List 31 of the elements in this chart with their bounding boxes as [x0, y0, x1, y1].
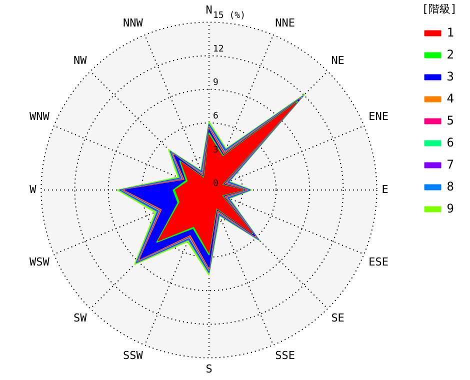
legend-label: 6: [446, 135, 454, 150]
y-tick-label: 12: [213, 44, 224, 55]
spoke-label: SE: [331, 312, 344, 325]
spoke-label: NNE: [275, 16, 296, 30]
legend-label: 4: [446, 91, 454, 106]
legend-label: 5: [446, 113, 454, 128]
legend-label: 3: [446, 69, 454, 84]
spoke-label: N: [206, 3, 212, 16]
spoke-label: ENE: [368, 110, 389, 124]
y-tick-label: 15 (%): [213, 11, 246, 22]
y-tick-label: 3: [213, 145, 218, 156]
spoke-label: SSE: [275, 349, 296, 362]
spoke-label: SSW: [122, 349, 144, 362]
spoke-label: SW: [74, 312, 88, 325]
spoke-label: S: [206, 362, 212, 376]
spoke-label: NW: [74, 54, 88, 68]
legend-label: 8: [446, 179, 454, 194]
spoke-label: ESE: [368, 256, 389, 269]
spoke-label: NNW: [122, 16, 144, 30]
spoke-label: NE: [331, 54, 344, 68]
spoke-label: WNW: [29, 110, 50, 124]
y-tick-label: 0: [213, 178, 218, 189]
spoke-label: W: [30, 182, 37, 196]
y-tick-label: 9: [213, 78, 218, 88]
y-tick-label: 6: [213, 112, 218, 122]
legend-label: 1: [446, 25, 454, 40]
spoke-label: E: [382, 182, 388, 196]
legend-label: 2: [446, 47, 454, 62]
legend-label: 7: [446, 157, 454, 172]
legend-label: 9: [446, 201, 454, 216]
spoke-label: WSW: [29, 256, 50, 269]
